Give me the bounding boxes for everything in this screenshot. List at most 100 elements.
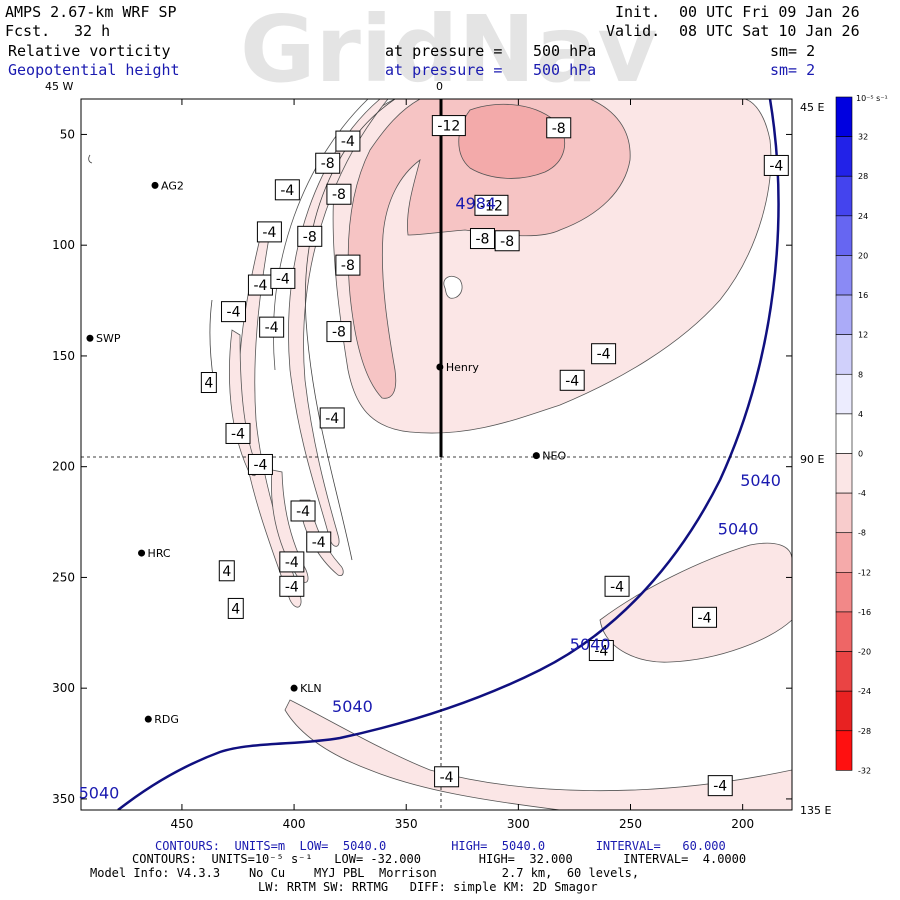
vorticity-label-box-28 [279,575,305,597]
vorticity-label-box-21 [319,407,345,429]
vorticity-label-box-26 [279,551,305,573]
field1-pressure: 500 hPa [533,42,597,60]
colorbar-swatch-7 [835,373,853,415]
vorticity-label-12: -8 [341,258,355,274]
vorticity-label-box-33 [434,766,460,788]
colorbar-tick-label-7: 4 [858,410,863,419]
vorticity-label-33: -4 [440,770,454,786]
vorticity-label-16: -4 [265,320,279,336]
vorticity-label-box-20 [200,372,217,394]
vorticity-label-28: -4 [285,579,299,595]
vorticity-label-11: -8 [500,234,514,250]
colorbar-tick-label-14: -24 [858,687,871,696]
vorticity-label-8: -4 [262,225,276,241]
vorticity-streak-3 [271,469,309,583]
vorticity-label-box-29 [604,575,630,597]
vorticity-label-19: -4 [565,373,579,389]
vorticity-label-box-1 [546,117,572,139]
right-longitude-label-2: 135 E [800,804,831,817]
vorticity-label-box-23 [247,453,273,475]
init-time: 00 UTC Fri 09 Jan 26 [679,3,860,21]
vorticity-label-24: -4 [296,504,310,520]
height-label-0: 4984 [455,194,496,213]
watermark: GridNav [240,0,658,103]
vorticity-label-box-7 [474,194,509,216]
colorbar-tick-label-15: -28 [858,727,871,736]
height-label-3: 5040 [570,635,611,654]
vorticity-label-34: -4 [713,779,727,795]
height-label-4: 5040 [332,697,373,716]
vorticity-label-5: -4 [280,183,294,199]
vorticity-contour-labels: -12 -8-4-8 -4-4 -8-12-4 -8 -8 -8-8-4 -4-4-4 -8-4… [200,115,789,797]
footer-vorticity-contours: CONTOURS: UNITS=10⁻⁵ s⁻¹ LOW= -32.000 HI… [132,852,747,866]
height-label-5: 5040 [79,783,120,802]
footer-physics-info: LW: RRTM SW: RRTMG DIFF: simple KM: 2D S… [258,880,598,894]
vorticity-label-27: 4 [222,564,231,580]
colorbar-tick-label-4: 16 [858,291,868,300]
vorticity-label-box-3 [315,152,341,174]
vorticity-label-6: -8 [332,187,346,203]
plot-area [88,99,792,810]
vorticity-label-30: 4 [231,601,240,617]
top-left-longitude-label: 45 W [45,80,73,93]
vorticity-label-box-30 [227,597,244,619]
plot-border [80,98,793,811]
field1-pressure-label: at pressure = [385,42,503,60]
station-dot-ag2 [151,181,159,189]
vorticity-label-22: -4 [231,426,245,442]
vorticity-label-box-11 [494,230,520,252]
colorbar-tick-label-6: 8 [858,370,863,379]
colorbar-swatch-8 [835,413,853,454]
station-label-swp: SWP [96,332,121,345]
vorticity-label-box-12 [335,254,361,276]
vorticity-outline-3 [88,154,93,164]
vorticity-label-13: -4 [253,278,267,294]
colorbar-swatch-14 [835,651,853,692]
x-tick-label-5: 200 [731,817,754,831]
x-axis: 450 400 350 300 250 200 [170,99,754,831]
vorticity-label-box-6 [326,183,352,205]
station-dot-henry [436,363,444,371]
vorticity-label-box-15 [221,301,247,323]
colorbar-tick-label-12: -16 [858,608,871,617]
height-label-2: 5040 [718,520,759,539]
height-contour-5040 [117,99,780,810]
vorticity-label-4: -4 [769,158,783,174]
colorbar-swatch-5 [835,294,853,335]
colorbar-swatch-10 [835,492,853,534]
station-dot-kln [290,684,298,692]
vorticity-region-south [284,699,792,810]
forecast-label: Fcst. [5,22,51,40]
vorticity-label-21: -4 [325,411,339,427]
station-markers: AG2 SWP Henry NEO HRC KLN RDG [86,179,566,726]
station-dot-neo [532,452,540,460]
colorbar-tick-label-2: 24 [858,212,868,221]
x-tick-label-4: 250 [619,817,642,831]
colorbar-tick-label-10: -8 [858,529,866,538]
station-label-henry: Henry [446,361,480,374]
vorticity-label-32: -4 [594,644,608,660]
height-label-1: 5040 [740,471,781,490]
vorticity-label-box-5 [274,179,300,201]
vorticity-streak-2 [229,329,257,477]
station-label-ag2: AG2 [161,179,184,192]
valid-label: Valid. [606,22,661,40]
colorbar-swatch-0 [835,96,853,137]
vorticity-label-25: -4 [312,535,326,551]
footer-model-info: Model Info: V4.3.3 No Cu MYJ PBL Morriso… [90,866,640,880]
colorbar-swatch-6 [835,334,853,375]
colorbar-unit-label: 10⁻⁵ s⁻¹ [856,94,888,103]
colorbar-swatch-13 [835,611,853,652]
colorbar-tick-label-16: -32 [858,766,871,775]
y-axis: 50 100 150 200 250 300 350 [52,127,792,806]
vorticity-label-box-16 [259,316,285,338]
top-center-longitude-label: 0 [436,80,443,93]
right-longitude-label-1: 90 E [800,453,824,466]
colorbar-swatch-12 [835,572,853,613]
vorticity-label-box-19 [559,369,585,391]
height-contour-labels: 4984 5040 5040 5040 5040 5040 [79,194,781,802]
init-label: Init. [615,3,661,21]
colorbar-swatch-4 [835,255,853,296]
y-tick-label-6: 350 [52,792,75,806]
